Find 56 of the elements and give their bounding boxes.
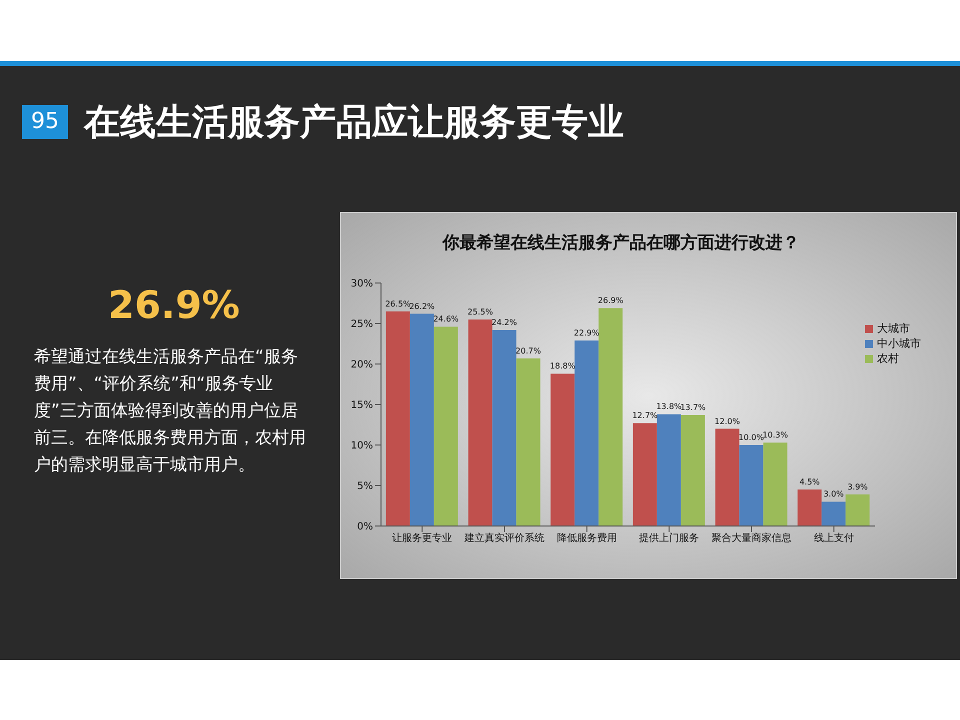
legend-label: 农村 (877, 352, 899, 365)
legend-label: 大城市 (877, 322, 910, 335)
data-label: 13.7% (680, 403, 706, 412)
data-label: 12.7% (632, 411, 658, 420)
data-label: 3.0% (823, 490, 844, 499)
bar (410, 314, 434, 526)
bar (656, 414, 681, 526)
data-label: 4.5% (799, 478, 820, 487)
y-tick-label: 25% (350, 319, 373, 330)
bar (763, 442, 788, 526)
x-tick-label: 让服务更专业 (392, 532, 452, 544)
x-tick-label: 建立真实评价系统 (464, 532, 544, 544)
data-label: 18.8% (550, 362, 576, 371)
x-tick-label: 提供上门服务 (639, 532, 700, 544)
x-tick-label: 线上支付 (814, 532, 854, 544)
bar (574, 340, 599, 526)
bar (550, 374, 575, 526)
bar (739, 445, 764, 526)
data-label: 26.5% (385, 299, 412, 308)
bar (492, 330, 516, 526)
y-tick-label: 30% (350, 278, 373, 290)
y-tick-label: 5% (357, 481, 373, 492)
bar (434, 326, 458, 526)
data-label: 3.9% (847, 482, 868, 492)
bar (386, 311, 410, 526)
x-tick-label: 聚合大量商家信息 (712, 532, 792, 544)
data-label: 12.0% (714, 416, 740, 426)
data-label: 25.5% (468, 307, 494, 316)
y-tick-label: 0% (357, 522, 373, 533)
data-label: 26.2% (409, 302, 436, 311)
bar (846, 494, 870, 526)
y-tick-label: 10% (350, 440, 373, 452)
bar (798, 490, 822, 526)
bar (822, 502, 846, 526)
bar (516, 358, 540, 526)
y-tick-label: 20% (350, 360, 373, 371)
text: 希望通过在线生活服务产品在“服务费用”、“评价系统”和“服务专业度”三方面体验得到改善的用户位居前三。在降低服务费用方面，农村用户的需求明显高于城市用户。 (34, 346, 306, 477)
data-label: 13.8% (656, 402, 682, 412)
bar (680, 415, 705, 526)
data-label: 22.9% (574, 328, 600, 338)
x-tick-label: 降低服务费用 (556, 532, 617, 544)
bar (632, 423, 657, 526)
text: 26.9% (108, 283, 240, 327)
data-label: 10.3% (762, 430, 788, 440)
text: 95 (22, 105, 68, 139)
data-label: 24.2% (492, 318, 518, 327)
legend-label: 中小城市 (877, 337, 921, 350)
data-label: 10.0% (738, 433, 764, 442)
data-label: 20.7% (516, 346, 542, 356)
bar (598, 308, 623, 526)
bar (715, 428, 740, 526)
text: 在线生活服务产品应让服务更专业 (84, 101, 624, 145)
chart-title: 你最希望在线生活服务产品在哪方面进行改进？ (441, 232, 800, 254)
bar (468, 319, 492, 526)
y-tick-label: 15% (350, 400, 373, 412)
data-label: 26.9% (598, 296, 624, 306)
